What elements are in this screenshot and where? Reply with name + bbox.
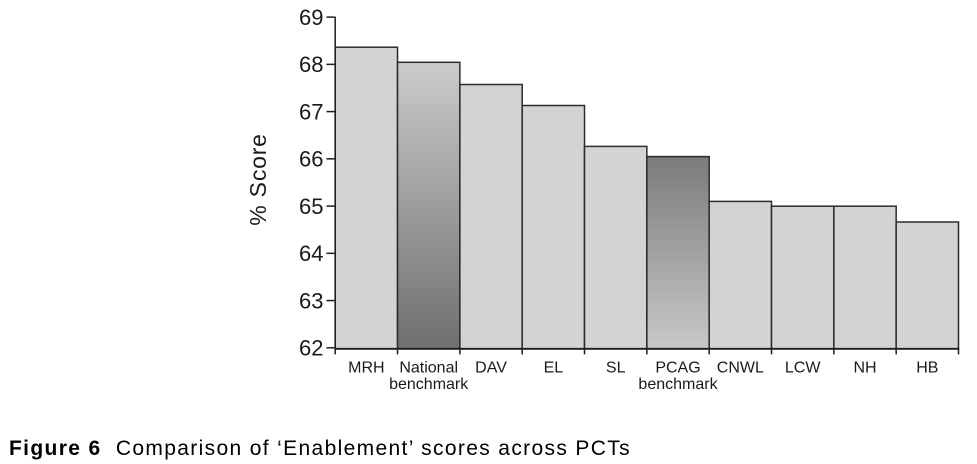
svg-text:EL: EL: [544, 359, 564, 376]
svg-text:63: 63: [299, 288, 323, 313]
svg-text:benchmark: benchmark: [389, 376, 469, 393]
svg-text:National: National: [399, 359, 458, 376]
svg-text:SL: SL: [606, 359, 626, 376]
svg-text:PCAG: PCAG: [655, 359, 700, 376]
svg-text:HB: HB: [916, 359, 938, 376]
svg-text:68: 68: [299, 52, 323, 77]
svg-text:62: 62: [299, 336, 323, 361]
svg-text:CNWL: CNWL: [717, 359, 764, 376]
svg-text:benchmark: benchmark: [638, 376, 718, 393]
svg-text:66: 66: [299, 147, 323, 172]
svg-text:69: 69: [299, 5, 323, 30]
svg-text:65: 65: [299, 194, 323, 219]
svg-text:64: 64: [299, 241, 323, 266]
svg-text:67: 67: [299, 99, 323, 124]
svg-text:NH: NH: [853, 359, 876, 376]
svg-text:MRH: MRH: [348, 359, 384, 376]
svg-text:% Score: % Score: [245, 133, 271, 226]
svg-text:DAV: DAV: [475, 359, 507, 376]
svg-text:LCW: LCW: [785, 359, 821, 376]
